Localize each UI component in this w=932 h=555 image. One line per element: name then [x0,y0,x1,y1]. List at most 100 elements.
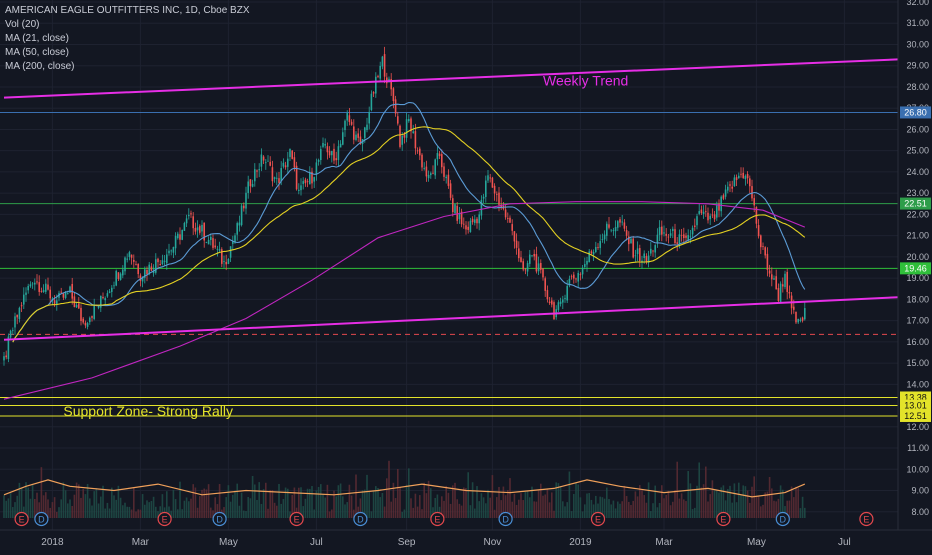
volume-bar [218,484,221,518]
volume-bar [293,487,296,518]
candle-body [683,234,685,239]
volume-bar [463,487,465,518]
event-marker-label: D [216,515,223,525]
candle-body [218,249,221,251]
candle-body [300,185,302,191]
candle-body [93,304,95,319]
candle-body [247,181,249,193]
volume-bar [427,480,430,518]
volume-bar [27,487,29,518]
candle-body [23,294,25,305]
candle-body [507,218,509,219]
candle-body [64,291,67,299]
candle-body [546,290,549,300]
volume-bar [194,487,197,518]
candle-body [115,270,117,286]
volume-bar [630,504,632,518]
volume-bar [212,510,214,518]
volume-bar [135,511,137,518]
volume-bar [302,506,304,518]
candle-body [139,275,142,281]
candle-body [520,257,522,263]
candle-body [768,270,771,274]
volume-bar [38,502,40,518]
candle-body [608,224,610,228]
volume-bar [599,496,601,518]
volume-bar [36,492,38,518]
volume-bar [232,494,234,518]
candle-body [106,293,109,297]
volume-bar [639,485,641,518]
volume-bar [432,507,434,518]
volume-bar [227,485,230,518]
volume-bar [623,485,626,518]
candle-body [421,154,423,168]
candle-body [313,177,315,182]
candle-body [628,236,630,245]
candle-body [141,276,144,282]
candle-body [278,178,280,183]
volume-bar [573,493,575,518]
volume-bar [535,501,538,518]
candle-body [654,245,656,253]
volume-bar [375,486,377,518]
y-tick-label: 14.00 [906,379,929,389]
volume-bar [546,489,549,518]
candle-body [656,234,659,244]
volume-bar [278,483,280,518]
candle-body [753,198,755,206]
volume-bar [795,486,797,518]
volume-bar [645,502,648,518]
volume-bar [557,483,560,518]
volume-bar [14,502,16,518]
volume-bar [727,489,729,518]
volume-bar [225,497,227,518]
volume-bar [353,509,355,518]
candle-body [47,284,49,290]
volume-bar [108,508,111,518]
volume-bar [562,501,564,518]
volume-bar [570,511,573,518]
candle-body [691,227,694,235]
volume-bar [3,495,5,518]
candle-body [339,143,342,148]
volume-bar [190,498,192,518]
candle-body [777,288,780,301]
candle-body [487,175,489,181]
volume-bar [476,486,478,518]
volume-bar [161,494,164,518]
candle-body [3,356,5,361]
volume-bar [760,506,762,518]
candle-body [240,205,243,226]
volume-bar [555,482,557,518]
volume-bar [581,511,584,518]
volume-bar [667,490,670,518]
volume-bar [592,504,595,518]
volume-bar [551,492,553,518]
candle-body [672,228,674,231]
volume-bar [500,500,502,518]
volume-bar [137,509,139,518]
candle-body [368,111,370,124]
volume-bar [749,502,751,518]
x-tick-label: Jul [838,537,851,548]
volume-bar [801,496,804,518]
x-tick-label: Mar [655,537,673,548]
volume-bar [559,486,562,518]
y-tick-label: 17.00 [906,316,929,326]
volume-bar [595,495,597,518]
candle-body [199,225,201,233]
volume-bar [619,503,621,518]
level-tag-label: 26.80 [904,107,927,117]
candle-body [700,209,703,214]
level-tag [900,262,931,275]
candle-body [194,227,197,232]
volume-bar [115,499,117,518]
candle-body [69,286,71,293]
y-tick-label: 23.00 [906,188,929,198]
volume-bar [291,494,293,518]
candle-body [553,302,555,320]
candle-body [663,232,665,234]
